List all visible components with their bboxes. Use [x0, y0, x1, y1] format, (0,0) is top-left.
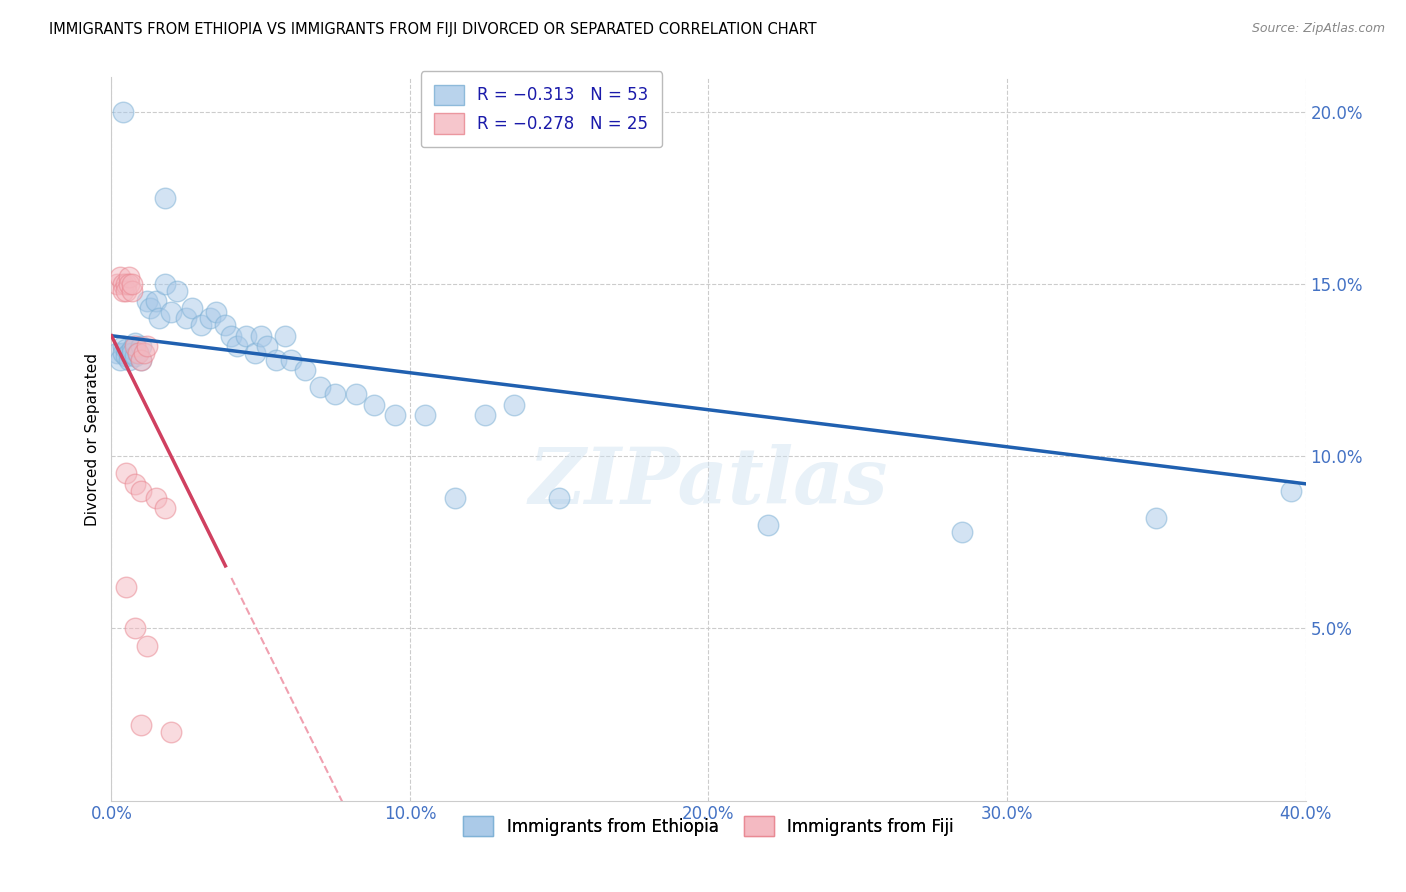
Point	[121, 346, 143, 360]
Point	[280, 352, 302, 367]
Point	[256, 339, 278, 353]
Point	[344, 387, 367, 401]
Point	[112, 339, 135, 353]
Point	[136, 294, 159, 309]
Point	[243, 346, 266, 360]
Point	[118, 277, 141, 291]
Point	[110, 270, 132, 285]
Point	[174, 311, 197, 326]
Point	[323, 387, 346, 401]
Point	[148, 311, 170, 326]
Point	[548, 491, 571, 505]
Point	[264, 352, 287, 367]
Point	[121, 284, 143, 298]
Point	[190, 318, 212, 333]
Point	[124, 476, 146, 491]
Point	[136, 339, 159, 353]
Point	[127, 346, 149, 360]
Point	[198, 311, 221, 326]
Point	[115, 467, 138, 481]
Point	[166, 284, 188, 298]
Point	[139, 301, 162, 315]
Y-axis label: Divorced or Separated: Divorced or Separated	[86, 352, 100, 525]
Point	[474, 408, 496, 422]
Point	[153, 500, 176, 515]
Point	[384, 408, 406, 422]
Point	[118, 346, 141, 360]
Point	[124, 350, 146, 364]
Point	[160, 304, 183, 318]
Point	[129, 339, 152, 353]
Point	[950, 524, 973, 539]
Point	[115, 350, 138, 364]
Legend: Immigrants from Ethiopia, Immigrants from Fiji: Immigrants from Ethiopia, Immigrants fro…	[457, 809, 960, 843]
Point	[225, 339, 247, 353]
Point	[121, 343, 143, 357]
Point	[115, 277, 138, 291]
Point	[136, 639, 159, 653]
Point	[129, 718, 152, 732]
Point	[118, 270, 141, 285]
Point	[112, 284, 135, 298]
Point	[363, 398, 385, 412]
Point	[181, 301, 204, 315]
Point	[214, 318, 236, 333]
Point	[153, 277, 176, 291]
Point	[443, 491, 465, 505]
Point	[1144, 511, 1167, 525]
Point	[112, 104, 135, 119]
Point	[110, 352, 132, 367]
Point	[115, 284, 138, 298]
Point	[413, 408, 436, 422]
Point	[235, 328, 257, 343]
Point	[145, 491, 167, 505]
Point	[756, 518, 779, 533]
Text: Source: ZipAtlas.com: Source: ZipAtlas.com	[1251, 22, 1385, 36]
Point	[129, 483, 152, 498]
Point	[112, 346, 135, 360]
Point	[115, 580, 138, 594]
Point	[121, 277, 143, 291]
Point	[160, 724, 183, 739]
Point	[105, 346, 128, 360]
Point	[129, 352, 152, 367]
Point	[503, 398, 526, 412]
Point	[309, 380, 332, 394]
Text: ZIPatlas: ZIPatlas	[529, 444, 889, 521]
Point	[153, 191, 176, 205]
Point	[129, 352, 152, 367]
Point	[1279, 483, 1302, 498]
Point	[115, 343, 138, 357]
Point	[124, 622, 146, 636]
Point	[105, 277, 128, 291]
Point	[124, 335, 146, 350]
Point	[219, 328, 242, 343]
Point	[134, 346, 156, 360]
Point	[294, 363, 316, 377]
Point	[205, 304, 228, 318]
Point	[118, 352, 141, 367]
Point	[273, 328, 295, 343]
Text: IMMIGRANTS FROM ETHIOPIA VS IMMIGRANTS FROM FIJI DIVORCED OR SEPARATED CORRELATI: IMMIGRANTS FROM ETHIOPIA VS IMMIGRANTS F…	[49, 22, 817, 37]
Point	[124, 339, 146, 353]
Point	[127, 346, 149, 360]
Point	[249, 328, 271, 343]
Point	[112, 277, 135, 291]
Point	[145, 294, 167, 309]
